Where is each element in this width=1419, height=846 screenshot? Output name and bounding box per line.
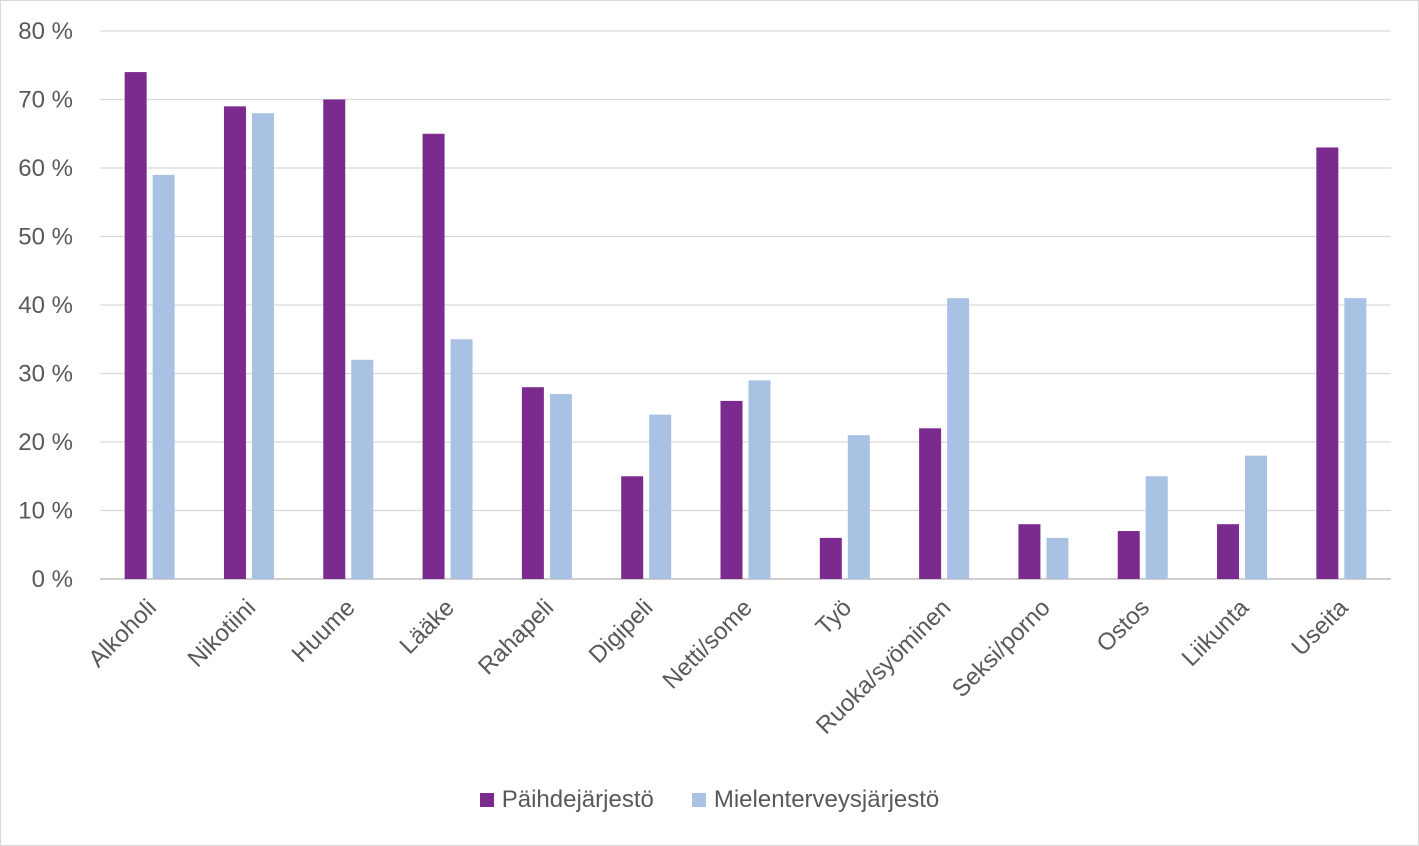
bar-series-2: [1245, 455, 1268, 579]
y-tick-label: 40 %: [18, 292, 73, 319]
x-tick-label: Työ: [811, 594, 857, 640]
y-tick-label: 0 %: [32, 566, 73, 593]
y-tick-label: 70 %: [18, 87, 73, 114]
bar-series-1: [223, 106, 246, 579]
x-tick-label: Seksi/porno: [947, 594, 1056, 703]
bar-series-2: [649, 414, 672, 579]
x-tick-label: Ostos: [1092, 594, 1155, 657]
bar-series-1: [1316, 147, 1339, 579]
bar-series-1: [919, 428, 942, 579]
x-tick-label: Useita: [1286, 594, 1354, 662]
x-tick-label: Huume: [287, 594, 361, 668]
bar-series-2: [549, 394, 572, 579]
x-tick-label: Nikotiini: [183, 594, 262, 673]
bar-series-1: [124, 72, 147, 579]
bar-series-1: [1117, 531, 1140, 579]
y-tick-label: 60 %: [18, 155, 73, 182]
bar-series-2: [748, 380, 771, 579]
bar-series-2: [450, 339, 473, 579]
x-tick-label: Lääke: [394, 594, 459, 659]
y-tick-label: 10 %: [18, 498, 73, 525]
bar-series-2: [1344, 298, 1367, 579]
x-axis-categories: Alkoholi Nikotiini Huume Lääke Rahapeli Digip…: [83, 594, 1354, 740]
bar-series-2: [351, 359, 374, 579]
y-tick-label: 20 %: [18, 429, 73, 456]
legend-label-series-2: Mielenterveysjärjestö: [713, 786, 940, 813]
bar-series-1: [819, 537, 842, 579]
bar-series-1: [621, 476, 644, 579]
bar-series-2: [251, 113, 274, 579]
bar-series-2: [847, 435, 870, 579]
y-axis-ticks: 0 % 10 % 20 % 30 % 40 % 50 % 60 % 70 % 80 %: [18, 18, 73, 593]
x-tick-label: Alkoholi: [83, 594, 162, 673]
bar-series-1: [422, 133, 445, 579]
bar-series-1: [720, 400, 743, 579]
bar-series-1: [323, 99, 346, 579]
y-tick-label: 50 %: [18, 224, 73, 251]
bar-series-2: [1046, 537, 1069, 579]
x-tick-label: Liikunta: [1177, 594, 1255, 672]
bar-series-1: [1018, 524, 1041, 579]
x-tick-label: Netti/some: [658, 594, 758, 694]
x-tick-label: Rahapeli: [473, 594, 559, 680]
legend-swatch-series-1: [479, 793, 494, 807]
bar-series-2: [152, 174, 175, 579]
y-tick-label: 30 %: [18, 361, 73, 388]
gridlines: [100, 30, 1391, 580]
legend-label-series-1: Päihdejärjestö: [501, 786, 654, 813]
legend-item-series-2: Mielenterveysjärjestö: [691, 786, 940, 814]
bar-series-2: [947, 298, 970, 579]
legend-item-series-1: Päihdejärjestö: [479, 786, 654, 814]
bars: [124, 72, 1367, 579]
y-tick-label: 80 %: [18, 18, 73, 45]
legend-swatch-series-2: [691, 793, 706, 807]
legend: Päihdejärjestö Mielenterveysjärjestö: [0, 786, 1419, 814]
x-tick-label: Digipeli: [584, 594, 659, 669]
bar-series-1: [1217, 524, 1240, 579]
bar-series-1: [521, 387, 544, 579]
bar-series-2: [1145, 476, 1168, 579]
